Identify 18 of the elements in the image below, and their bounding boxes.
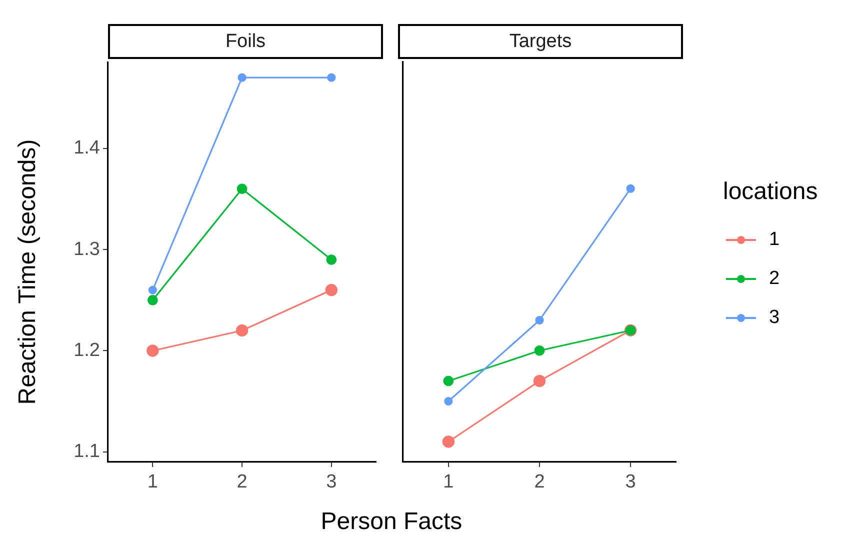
x-tick-label: 2 xyxy=(236,472,248,493)
y-tick-label: 1.3 xyxy=(74,238,100,260)
x-tick-label: 2 xyxy=(534,472,545,493)
chart-title: Targets xyxy=(398,24,683,59)
x-tick-label: 3 xyxy=(326,472,337,493)
y-tick-label: 1.2 xyxy=(74,340,100,361)
y-axis-title: Reaction Time (seconds) xyxy=(14,138,42,407)
y-tick-label: 1.1 xyxy=(74,441,100,462)
chart-title: Foils xyxy=(108,24,383,59)
legend-title: locations xyxy=(723,178,818,206)
x-tick-label: 1 xyxy=(443,472,454,493)
x-tick-label: 3 xyxy=(625,472,636,493)
x-axis-title: Person Facts xyxy=(320,508,464,536)
legend-label: 3 xyxy=(769,306,780,328)
x-tick-label: 1 xyxy=(147,472,158,493)
y-tick-label: 1.4 xyxy=(74,138,100,159)
legend-label: 2 xyxy=(769,268,780,290)
legend-label: 1 xyxy=(769,228,780,250)
